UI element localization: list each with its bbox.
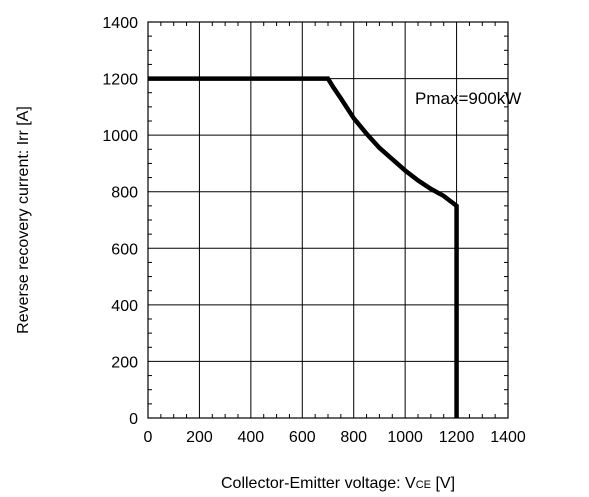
x-tick-labels: 0 200 400 600 800 1000 1200 1400 bbox=[144, 429, 526, 446]
x-axis-label-main: Collector-Emitter voltage: V bbox=[221, 475, 416, 492]
x-tick-label: 1400 bbox=[490, 429, 526, 446]
series-line bbox=[148, 76, 459, 418]
x-tick-label: 1000 bbox=[387, 429, 423, 446]
x-axis-label: Collector-Emitter voltage: VCE [V] bbox=[221, 475, 455, 492]
x-axis-label-subscript: CE bbox=[416, 479, 431, 491]
plot-frame bbox=[147, 21, 509, 419]
y-tick-label: 400 bbox=[111, 298, 138, 315]
y-tick-label: 800 bbox=[111, 185, 138, 202]
minor-ticks bbox=[148, 22, 508, 418]
y-tick-label: 600 bbox=[111, 241, 138, 258]
pmax-annotation: Pmax=900kW bbox=[415, 89, 521, 108]
y-tick-label: 1200 bbox=[102, 72, 138, 89]
y-tick-label: 1400 bbox=[102, 15, 138, 32]
x-tick-label: 0 bbox=[144, 429, 153, 446]
x-tick-label: 600 bbox=[289, 429, 316, 446]
y-axis-label: Reverse recovery current: Irr [A] bbox=[15, 106, 32, 334]
x-tick-label: 200 bbox=[186, 429, 213, 446]
x-tick-label: 1200 bbox=[439, 429, 475, 446]
x-tick-label: 800 bbox=[340, 429, 367, 446]
y-tick-labels: 0 200 400 600 800 1000 1200 1400 bbox=[102, 15, 138, 428]
y-tick-label: 1000 bbox=[102, 128, 138, 145]
x-axis-label-unit: [V] bbox=[431, 475, 455, 492]
y-tick-label: 0 bbox=[129, 411, 138, 428]
y-tick-label: 200 bbox=[111, 354, 138, 371]
x-tick-label: 400 bbox=[238, 429, 265, 446]
series-layer bbox=[148, 76, 459, 418]
